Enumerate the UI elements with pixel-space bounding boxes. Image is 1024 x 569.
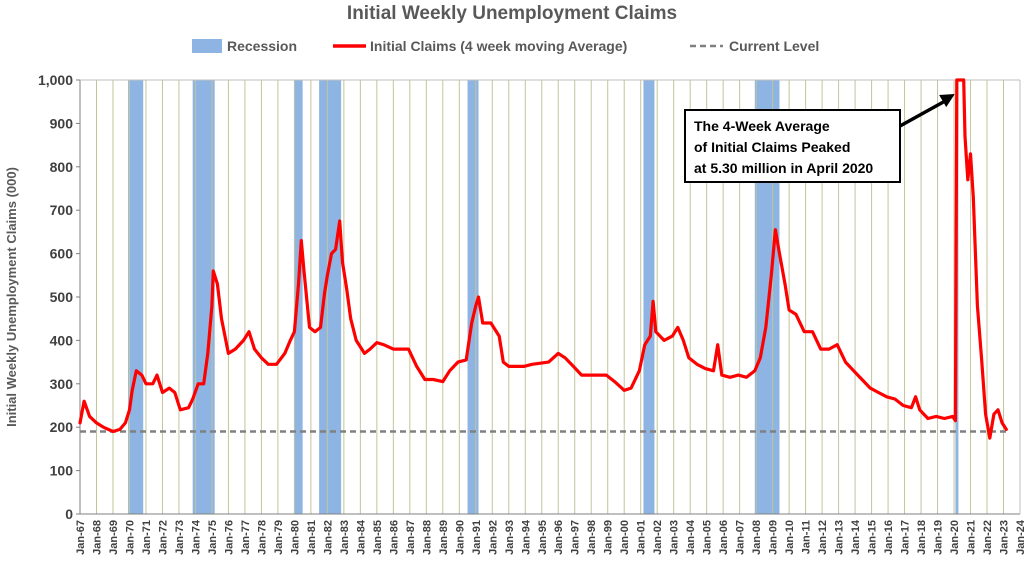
x-tick-label: Jan-04 [685,519,697,555]
x-tick-label: Jan-83 [339,520,351,555]
chart-title: Initial Weekly Unemployment Claims [347,3,677,24]
x-tick-label: Jan-95 [537,520,549,555]
x-tick-label: Jan-67 [75,520,87,555]
x-tick-label: Jan-85 [372,520,384,555]
annotation-arrowhead [939,94,955,108]
recession-band-1 [192,80,215,514]
x-tick-label: Jan-00 [619,520,631,555]
x-tick-label: Jan-87 [405,520,417,555]
recession-band-5 [643,80,655,514]
x-tick-label: Jan-72 [157,520,169,555]
x-tick-label: Jan-08 [751,520,763,555]
x-tick-label: Jan-03 [669,520,681,555]
x-tick-label: Jan-76 [223,520,235,555]
x-tick-label: Jan-10 [784,520,796,555]
x-tick-label: Jan-86 [388,520,400,555]
annotation: The 4-Week Average of Initial Claims Pea… [684,94,955,183]
x-tick-label: Jan-23 [999,520,1011,555]
annotation-line-1: The 4-Week Average [694,118,830,134]
x-tick-label: Jan-22 [982,520,994,555]
x-tick-label: Jan-71 [141,520,153,555]
x-tick-label: Jan-18 [916,520,928,555]
x-tick-label: Jan-69 [108,520,120,555]
y-axis-label: Initial Weekly Unemployment Claims (000) [4,167,19,427]
y-tick-label: 1,000 [38,72,73,88]
x-tick-label: Jan-09 [768,520,780,555]
x-tick-label: Jan-90 [454,520,466,555]
y-tick-label: 200 [50,419,74,435]
y-tick-label: 600 [50,246,74,262]
x-tick-label: Jan-97 [570,520,582,555]
y-tick-label: 700 [50,202,74,218]
x-tick-label: Jan-88 [421,520,433,555]
x-tick-label: Jan-11 [801,520,813,554]
x-tick-label: Jan-92 [487,520,499,555]
x-tick-label: Jan-70 [124,520,136,555]
annotation-arrow [899,97,950,128]
x-tick-label: Jan-16 [883,520,895,555]
x-tick-label: Jan-82 [322,520,334,555]
x-tick-label: Jan-73 [174,520,186,555]
x-tick-label: Jan-17 [900,520,912,555]
legend-current-label: Current Level [729,38,819,54]
x-tick-label: Jan-93 [504,520,516,555]
x-tick-label: Jan-12 [817,520,829,555]
x-tick-label: Jan-14 [850,519,862,555]
legend-recession-swatch [192,39,222,53]
x-tick-label: Jan-74 [190,519,202,555]
x-tick-label: Jan-77 [240,520,252,555]
legend: Recession Initial Claims (4 week moving … [192,38,819,54]
recession-bands [128,80,959,514]
x-tick-label: Jan-75 [207,520,219,555]
x-tick-label: Jan-98 [586,520,598,555]
x-tick-label: Jan-99 [603,520,615,555]
x-tick-label: Jan-68 [91,520,103,555]
y-tick-label: 400 [50,332,74,348]
annotation-line-3: at 5.30 million in April 2020 [694,160,873,176]
x-tick-labels: Jan-67 Jan-68 Jan-69 Jan-70 Jan-71 Jan-72 Jan-… [75,519,1024,555]
x-tick-label: Jan-91 [471,520,483,555]
x-tick-label: Jan-89 [438,520,450,555]
x-tick-label: Jan-78 [256,520,268,555]
legend-claims-label: Initial Claims (4 week moving Average) [370,38,627,54]
recession-band-4 [467,80,479,514]
x-tick-label: Jan-13 [834,520,846,555]
legend-recession-label: Recession [227,38,297,54]
y-tick-label: 0 [65,506,73,522]
x-tick-label: Jan-15 [867,520,879,555]
annotation-box [684,109,901,183]
x-tick-label: Jan-20 [949,520,961,555]
x-tick-label: Jan-02 [652,520,664,555]
recession-band-0 [128,80,144,514]
x-tick-label: Jan-84 [355,519,367,555]
x-tick-label: Jan-06 [718,520,730,555]
x-tick-label: Jan-21 [966,520,978,555]
recession-band-3 [319,80,342,514]
y-tick-label: 500 [50,289,74,305]
y-tick-labels: 0 100 200 300 400 500 600 700 800 900 1,000 [38,72,80,522]
x-tick-label: Jan-05 [702,520,714,555]
x-tick-label: Jan-19 [933,520,945,555]
x-tick-label: Jan-79 [273,520,285,555]
x-tick-label: Jan-24 [1015,519,1024,555]
y-tick-label: 100 [50,463,74,479]
y-tick-label: 900 [50,115,74,131]
x-tick-label: Jan-07 [735,520,747,555]
x-tick-label: Jan-01 [636,520,648,555]
x-tick-label: Jan-81 [306,520,318,555]
x-tick-label: Jan-96 [553,520,565,555]
annotation-line-2: of Initial Claims Peaked [694,139,850,155]
x-tick-label: Jan-94 [520,519,532,555]
y-tick-label: 300 [50,376,74,392]
series-initial-claims [78,78,1008,440]
x-tick-label: Jan-80 [289,520,301,555]
y-tick-label: 800 [50,159,74,175]
